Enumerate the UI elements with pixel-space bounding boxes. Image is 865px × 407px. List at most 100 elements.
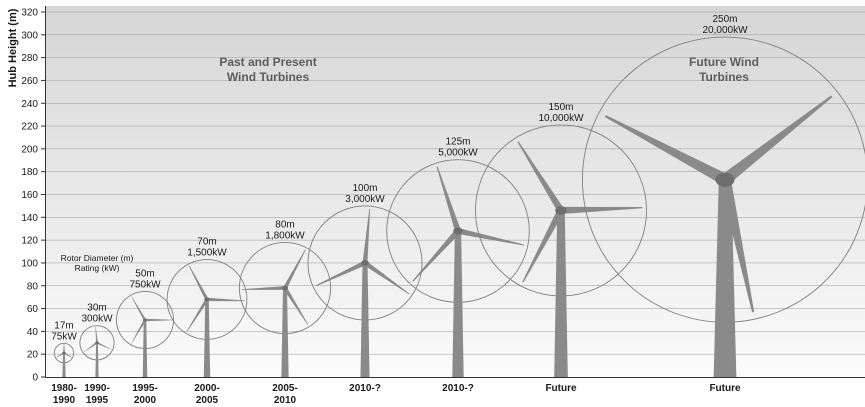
turbines-layer: 17m75kW30m300kW50m750kW70m1,500kW80m1,80… xyxy=(51,14,865,377)
turbine-tower xyxy=(142,319,148,377)
turbine-blade xyxy=(517,141,564,213)
turbine-tower xyxy=(281,288,289,377)
turbine-blade xyxy=(363,261,410,295)
turbine-blade xyxy=(55,352,65,358)
rating-label: 750kW xyxy=(129,279,161,290)
y-tick-label: 160 xyxy=(21,190,38,201)
turbine-blade xyxy=(96,342,112,350)
x-category-label: 2010-? xyxy=(442,383,474,394)
y-tick-label: 320 xyxy=(21,8,38,19)
rating-label: 300kW xyxy=(81,314,113,325)
turbine-blade xyxy=(95,326,98,343)
turbine-blade xyxy=(186,298,209,332)
rotor-diameter-label: 150m xyxy=(548,102,573,113)
turbine-blade xyxy=(604,115,728,185)
y-axis-ticks: 0 20 40 60 80 100 120 140 160 180 200 220 240 260 280 3… xyxy=(21,8,45,384)
region-label-future: Future Wind xyxy=(689,55,759,69)
x-axis-categories: 1980-1990 1990-1995 1995-2000 2000-2005 2005… xyxy=(51,383,741,406)
y-axis-label: Hub Height (m) xyxy=(7,8,19,87)
rotor-diameter-label: 80m xyxy=(275,219,294,230)
y-tick-label: 280 xyxy=(21,53,38,64)
turbine-blade xyxy=(188,265,209,301)
legend-note-rotor-diameter: Rotor Diameter (m) xyxy=(61,253,134,263)
y-tick-label: 0 xyxy=(32,373,38,384)
turbine-blade xyxy=(721,95,833,185)
turbine-blade xyxy=(719,178,755,313)
turbine-blade xyxy=(283,287,309,325)
turbine-blade xyxy=(63,343,65,353)
y-tick-label: 120 xyxy=(21,236,38,247)
y-tick-label: 40 xyxy=(27,327,39,338)
turbine-blade xyxy=(560,206,643,214)
x-category-label: 1990- xyxy=(84,383,110,394)
rotor-diameter-label: 17m xyxy=(54,320,73,331)
y-tick-label: 300 xyxy=(21,30,38,41)
turbine-blade xyxy=(412,229,461,282)
x-category-label-line2: 2000 xyxy=(134,395,157,406)
x-category-label: Future xyxy=(545,383,577,394)
turbine-hub xyxy=(95,341,99,345)
rating-label: 1,800kW xyxy=(265,230,305,241)
x-category-label: Future xyxy=(709,383,741,394)
region-label-past: Past and Present xyxy=(219,55,316,69)
y-tick-label: 200 xyxy=(21,144,38,155)
turbine-blade xyxy=(362,208,371,264)
rotor-diameter-label: 50m xyxy=(135,268,154,279)
region-label-future-line2: Turbines xyxy=(699,70,749,84)
turbine-hub xyxy=(204,297,210,302)
turbine-hub xyxy=(361,260,369,266)
y-tick-label: 260 xyxy=(21,76,38,87)
turbine-tower xyxy=(62,353,66,377)
rotor-diameter-label: 250m xyxy=(712,14,737,25)
legend-note-rating: Rating (kW) xyxy=(75,263,120,273)
turbine-hub xyxy=(143,318,147,322)
turbine-blade xyxy=(63,352,73,358)
turbine-hub xyxy=(62,351,66,355)
rating-label: 75kW xyxy=(51,331,77,342)
y-tick-label: 20 xyxy=(27,350,39,361)
turbine-blade xyxy=(315,260,366,287)
turbine-blade xyxy=(145,318,173,322)
turbine-blade xyxy=(83,342,98,353)
rating-label: 20,000kW xyxy=(702,25,748,36)
rating-label: 10,000kW xyxy=(538,113,584,124)
turbine-blade xyxy=(131,319,146,344)
turbine-tower xyxy=(203,299,211,377)
x-category-label: 2000- xyxy=(194,383,220,394)
y-tick-label: 100 xyxy=(21,258,38,269)
turbine-blade xyxy=(241,286,286,290)
rotor-diameter-label: 100m xyxy=(352,183,377,194)
y-tick-label: 140 xyxy=(21,213,38,224)
rotor-diameter-label: 70m xyxy=(197,237,216,248)
turbine-blade xyxy=(206,297,245,302)
turbine-tower xyxy=(713,179,737,377)
turbine-hub xyxy=(453,227,463,235)
x-category-label: 2010-? xyxy=(349,383,381,394)
turbine-hub xyxy=(715,172,735,187)
turbine-hub xyxy=(281,285,289,291)
turbine-blade xyxy=(436,166,461,232)
x-category-label: 2005- xyxy=(272,383,298,394)
rotor-diameter-label: 125m xyxy=(445,137,470,148)
turbine-blade xyxy=(457,228,525,246)
x-category-label: 1980- xyxy=(51,383,77,394)
y-tick-label: 220 xyxy=(21,122,38,133)
turbine-tower xyxy=(95,342,99,377)
rating-label: 3,000kW xyxy=(345,194,385,205)
turbine-blade xyxy=(283,249,306,289)
turbine-tower xyxy=(360,262,370,377)
y-tick-label: 240 xyxy=(21,99,38,110)
gridlines xyxy=(46,11,865,355)
rating-label: 1,500kW xyxy=(187,248,227,259)
turbine-hub xyxy=(555,206,567,215)
x-category-label-line2: 1995 xyxy=(86,395,109,406)
turbine-tower xyxy=(554,210,568,377)
